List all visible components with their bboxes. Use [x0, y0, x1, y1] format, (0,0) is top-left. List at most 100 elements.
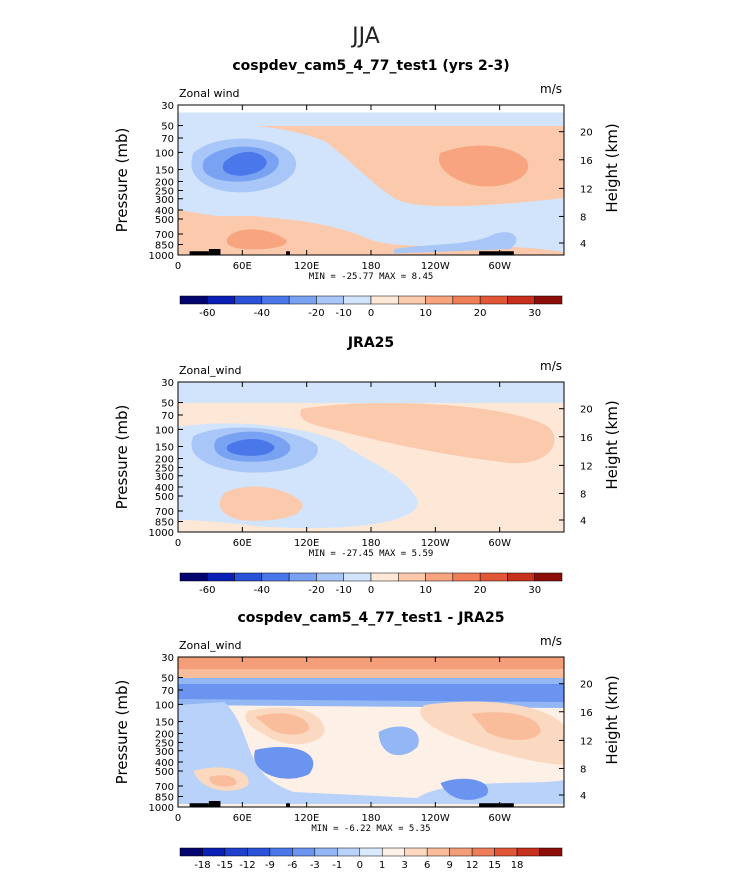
variable-label: Zonal_wind [179, 364, 242, 377]
pressure-axis-title: Pressure (mb) [113, 128, 131, 233]
pressure-tick-label: 100 [155, 148, 174, 159]
longitude-tick-label: 120E [294, 538, 319, 549]
topography-mask [189, 803, 209, 807]
colorbar-tick-label: 15 [488, 860, 501, 871]
pressure-tick-label: 50 [161, 674, 174, 685]
contour-region [219, 486, 303, 521]
pressure-tick-label: 30 [161, 378, 174, 389]
contour-region [178, 702, 564, 804]
colorbar-swatch [234, 295, 263, 305]
longitude-tick-label: 60E [233, 261, 252, 272]
pressure-tick-label: 700 [155, 507, 174, 518]
pressure-tick-label: 300 [155, 747, 174, 758]
contour-region [394, 232, 517, 254]
longitude-tick-label: 0 [175, 813, 181, 824]
longitude-tick-label: 60E [233, 813, 252, 824]
colorbar-tick-label: -3 [310, 860, 320, 871]
colorbar-tick-label: 20 [474, 585, 487, 596]
panel-1: cospdev_cam5_4_77_test1 (yrs 2-3) Zonal w… [113, 58, 621, 319]
contour-region [255, 713, 310, 735]
longitude-tick-label: 0 [175, 261, 181, 272]
longitude-tick-label: 60E [233, 538, 252, 549]
colorbar-swatch [516, 847, 540, 857]
colorbar-tick-label: -40 [254, 308, 270, 319]
longitude-tick-label: 120W [421, 261, 450, 272]
colorbar-swatch [207, 572, 235, 582]
panel-3: cospdev_cam5_4_77_test1 - JRA25 Zonal_win… [113, 610, 621, 871]
topography-mask [479, 251, 514, 255]
longitude-tick-label: 60W [488, 261, 511, 272]
colorbar-swatch [343, 295, 372, 305]
topography-mask [189, 251, 209, 255]
colorbar-tick-label: 10 [419, 585, 432, 596]
units-label: m/s [540, 82, 562, 96]
pressure-tick-label: 400 [155, 483, 174, 494]
colorbar-tick-label: 3 [402, 860, 408, 871]
height-tick-label: 8 [580, 212, 586, 223]
colorbar-swatch [288, 295, 317, 305]
colorbar: -60 -40 -20 -10 0 10 20 30 [179, 572, 563, 596]
min-max-stats: MIN = -25.77 MAX = 8.45 [309, 272, 434, 282]
pressure-tick-label: 70 [161, 686, 174, 697]
height-tick-label: 12 [580, 461, 593, 472]
height-tick-label: 12 [580, 736, 593, 747]
contour-field [178, 382, 564, 532]
colorbar-tick-label: -6 [287, 860, 297, 871]
longitude-tick-label: 180 [361, 261, 380, 272]
colorbar-swatch [269, 847, 293, 857]
colorbar: -60 -40 -20 -10 0 10 20 30 [179, 295, 563, 319]
colorbar-tick-label: 10 [419, 308, 432, 319]
colorbar-swatch [425, 572, 454, 582]
units-label: m/s [540, 359, 562, 373]
pressure-tick-label: 400 [155, 206, 174, 217]
height-tick-label: 4 [580, 239, 586, 250]
variable-label: Zonal_wind [179, 639, 242, 652]
height-tick-label: 4 [580, 791, 586, 802]
pressure-tick-label: 200 [155, 178, 174, 189]
colorbar-swatch [179, 572, 208, 582]
colorbar-swatch [314, 847, 338, 857]
contour-region [208, 775, 237, 787]
colorbar-tick-label: -10 [336, 585, 352, 596]
colorbar-tick-label: 6 [424, 860, 430, 871]
topography-mask [286, 803, 290, 807]
colorbar-swatch [381, 847, 405, 857]
panel-title: cospdev_cam5_4_77_test1 - JRA25 [237, 610, 504, 626]
colorbar-swatch [337, 847, 361, 857]
colorbar-swatch [426, 847, 450, 857]
pressure-tick-label: 250 [155, 187, 174, 198]
topography-mask [208, 249, 221, 255]
colorbar-swatch [224, 847, 248, 857]
contour-region [222, 151, 267, 176]
colorbar-swatch [404, 847, 428, 857]
panel-title: cospdev_cam5_4_77_test1 (yrs 2-3) [232, 58, 509, 74]
longitude-tick-label: 60W [488, 813, 511, 824]
topography-mask [479, 803, 514, 807]
pressure-tick-label: 150 [155, 166, 174, 177]
longitude-tick-label: 120E [294, 813, 319, 824]
pressure-tick-label: 30 [161, 653, 174, 664]
colorbar-swatch [452, 295, 481, 305]
colorbar-tick-label: -10 [336, 308, 352, 319]
contour-region [471, 712, 541, 740]
contour-region [178, 669, 564, 678]
colorbar-tick-label: 0 [368, 308, 374, 319]
colorbar-swatch [507, 572, 535, 582]
pressure-tick-label: 400 [155, 758, 174, 769]
longitude-tick-label: 120E [294, 261, 319, 272]
contour-field [178, 657, 564, 807]
contour-region [226, 438, 275, 456]
contour-region [178, 684, 564, 702]
height-axis-title: Height (km) [603, 400, 621, 489]
colorbar-swatch [292, 847, 316, 857]
colorbar-tick-label: -20 [308, 585, 324, 596]
colorbar-tick-label: -20 [308, 308, 324, 319]
min-max-stats: MIN = -27.45 MAX = 5.59 [309, 549, 434, 559]
panel-title: JRA25 [347, 335, 394, 351]
contour-region [438, 145, 529, 187]
colorbar-swatch [261, 295, 290, 305]
colorbar-swatch [534, 572, 563, 582]
colorbar-tick-label: 30 [528, 585, 541, 596]
pressure-tick-label: 50 [161, 399, 174, 410]
